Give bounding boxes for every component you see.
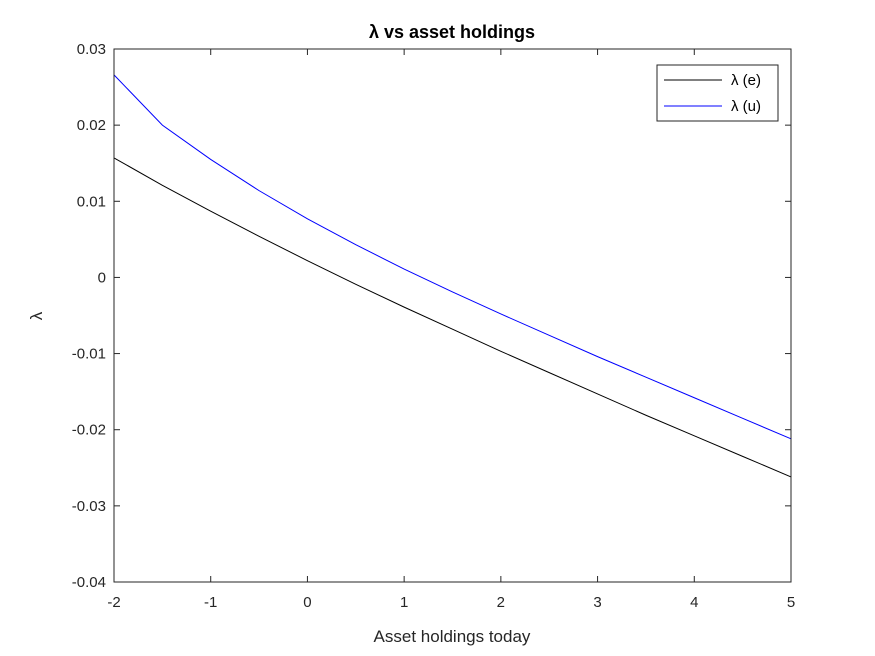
y-tick-label: 0.02 xyxy=(77,117,106,134)
legend-box xyxy=(656,64,779,122)
y-axis: -0.04 -0.03 -0.02 -0.01 0 0.01 0.02 0.03 xyxy=(72,41,791,591)
series-line-1 xyxy=(113,74,792,440)
y-tick-label: -0.02 xyxy=(72,422,106,439)
x-tick-label: 4 xyxy=(690,594,698,611)
chart-title: λ vs asset holdings xyxy=(369,22,535,42)
y-axis-label: λ xyxy=(27,311,46,320)
x-axis-label: Asset holdings today xyxy=(374,627,531,646)
legend: λ (e) λ (u) xyxy=(656,64,779,122)
series-line-0 xyxy=(113,157,792,478)
x-axis: -2 -1 0 1 2 3 4 5 xyxy=(107,49,795,611)
y-tick-label: 0.03 xyxy=(77,41,106,58)
x-tick-label: -2 xyxy=(107,594,120,611)
x-tick-label: 3 xyxy=(593,594,601,611)
x-tick-label: 5 xyxy=(787,594,795,611)
legend-label-lambda-u: λ (u) xyxy=(731,98,761,115)
y-tick-label: 0.01 xyxy=(77,193,106,210)
x-tick-label: 2 xyxy=(497,594,505,611)
plot-area xyxy=(114,49,791,582)
y-tick-label: -0.04 xyxy=(72,574,106,591)
y-tick-label: -0.03 xyxy=(72,498,106,515)
y-tick-label: 0 xyxy=(98,269,106,286)
series-layer xyxy=(113,74,792,478)
y-tick-label: -0.01 xyxy=(72,346,106,363)
axes-box xyxy=(113,48,792,583)
x-tick-label: 0 xyxy=(303,594,311,611)
legend-label-lambda-e: λ (e) xyxy=(731,72,761,89)
x-tick-label: 1 xyxy=(400,594,408,611)
x-tick-label: -1 xyxy=(204,594,217,611)
